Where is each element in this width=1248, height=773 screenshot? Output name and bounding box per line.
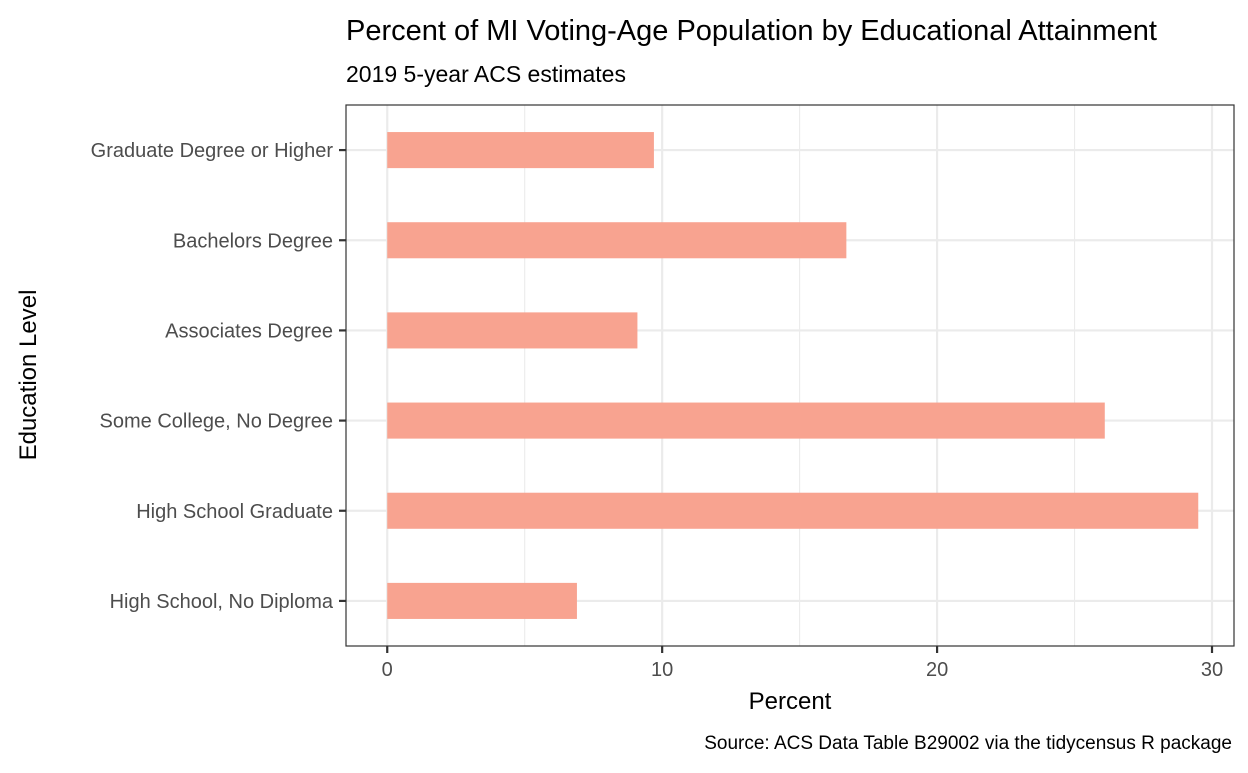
label-layer: 0 10 20 30 High School, No Diploma High Schoo… <box>91 140 1223 681</box>
y-tick-label: High School, No Diploma <box>110 591 334 613</box>
y-tick-label: Bachelors Degree <box>173 230 333 252</box>
chart-subtitle: 2019 5-year ACS estimates <box>346 61 626 87</box>
bar <box>387 402 1105 439</box>
plot-panel <box>346 105 1234 646</box>
bar <box>387 582 577 619</box>
chart-title: Percent of MI Voting-Age Population by E… <box>346 15 1157 47</box>
y-tick-label: Graduate Degree or Higher <box>91 140 334 162</box>
x-axis-title: Percent <box>749 688 832 715</box>
y-tick-label: Some College, No Degree <box>100 411 333 433</box>
bar <box>387 312 638 349</box>
y-tick-label: Associates Degree <box>165 320 333 342</box>
bar <box>387 132 654 169</box>
x-tick-label: 30 <box>1201 659 1223 681</box>
chart-caption: Source: ACS Data Table B29002 via the ti… <box>704 733 1232 754</box>
plot-panel-border <box>345 104 1235 647</box>
y-tick-label: High School Graduate <box>136 501 333 523</box>
x-tick-label: 0 <box>382 659 393 681</box>
tick-layer <box>339 148 1214 653</box>
bar <box>387 222 847 259</box>
bar <box>387 492 1199 529</box>
y-axis-title: Education Level <box>15 290 42 461</box>
bar-layer <box>387 132 1199 619</box>
x-tick-label: 10 <box>651 659 673 681</box>
x-tick-label: 20 <box>926 659 948 681</box>
